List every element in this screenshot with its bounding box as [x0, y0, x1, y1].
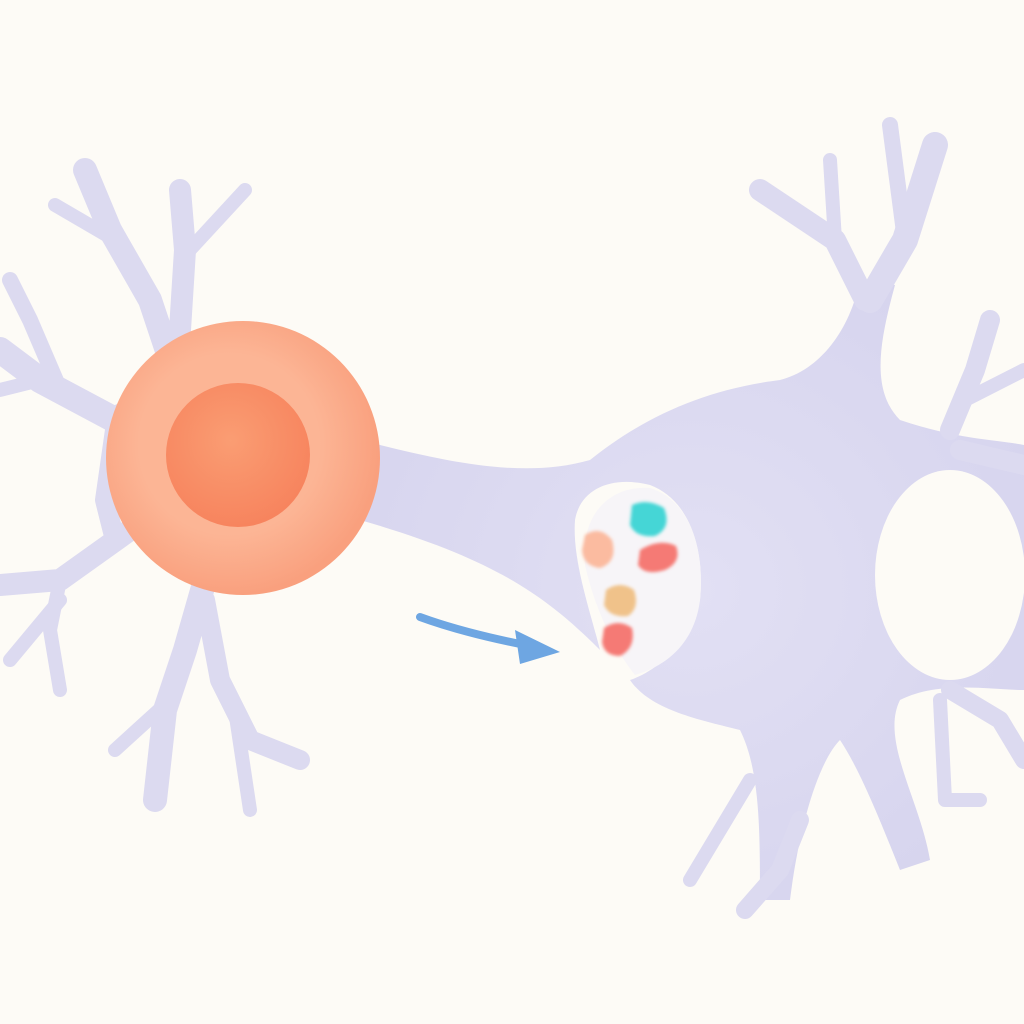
vesicle — [604, 585, 636, 617]
vesicle — [582, 531, 614, 568]
vesicle — [602, 623, 633, 656]
nucleus — [166, 383, 310, 527]
direction-arrow — [416, 613, 560, 664]
right-neuron-body — [360, 280, 1024, 900]
neurotransmitters — [582, 502, 678, 656]
vesicle — [638, 542, 678, 573]
right-dendrites — [683, 117, 1024, 919]
dendrite-gap — [875, 470, 1024, 680]
vesicle — [630, 502, 667, 537]
